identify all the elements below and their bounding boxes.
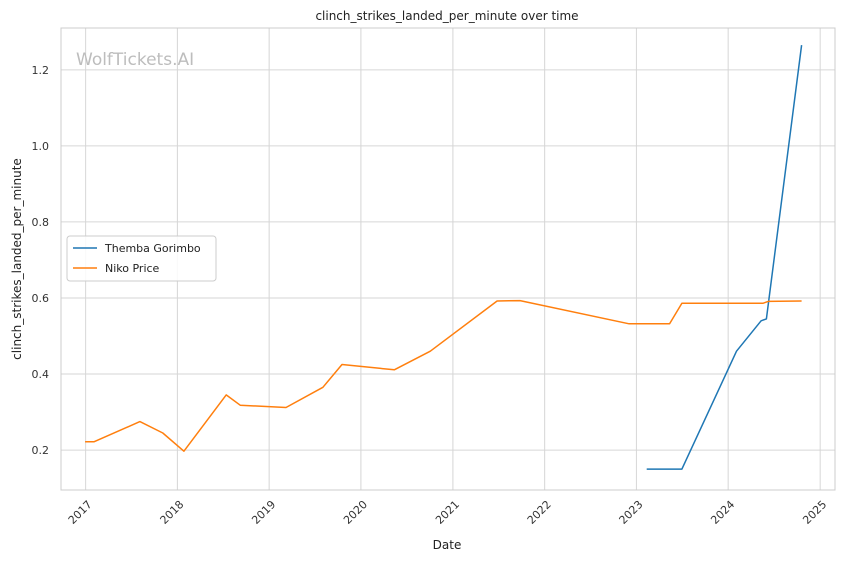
series-line-niko-price [85, 299, 802, 452]
x-tick-label: 2022 [525, 498, 554, 527]
y-axis-label: clinch_strikes_landed_per_minute [10, 158, 24, 360]
x-tick-label: 2018 [158, 498, 187, 527]
legend: Themba Gorimbo Niko Price [66, 235, 217, 282]
y-tick-label: 0.8 [32, 216, 50, 229]
x-tick-label: 2023 [617, 498, 646, 527]
series-line-themba-gorimbo [646, 45, 803, 470]
plot-frame [60, 27, 836, 491]
legend-label-niko-price: Niko Price [105, 262, 160, 275]
x-tick-label: 2021 [433, 498, 462, 527]
legend-box [66, 235, 217, 282]
chart-title: clinch_strikes_landed_per_minute over ti… [315, 9, 578, 23]
gridlines [61, 28, 835, 490]
y-tick-label: 1.0 [32, 140, 50, 153]
y-tick-label: 0.4 [32, 368, 50, 381]
x-axis-label: Date [433, 538, 462, 552]
x-tick-label: 2017 [66, 498, 95, 527]
x-tick-labels: 2017 2018 2019 2020 2021 2022 2023 2024 2025 [66, 498, 830, 527]
x-tick-label: 2020 [341, 498, 370, 527]
y-tick-labels: 0.2 0.4 0.6 0.8 1.0 1.2 [32, 64, 50, 457]
y-tick-label: 0.2 [32, 444, 50, 457]
y-tick-label: 1.2 [32, 64, 50, 77]
x-tick-label: 2025 [800, 498, 829, 527]
series-lines [85, 45, 803, 470]
y-tick-label: 0.6 [32, 292, 50, 305]
x-tick-label: 2024 [708, 498, 737, 527]
legend-label-themba-gorimbo: Themba Gorimbo [104, 242, 201, 255]
x-tick-label: 2019 [249, 498, 278, 527]
watermark-text: WolfTickets.AI [76, 50, 194, 70]
